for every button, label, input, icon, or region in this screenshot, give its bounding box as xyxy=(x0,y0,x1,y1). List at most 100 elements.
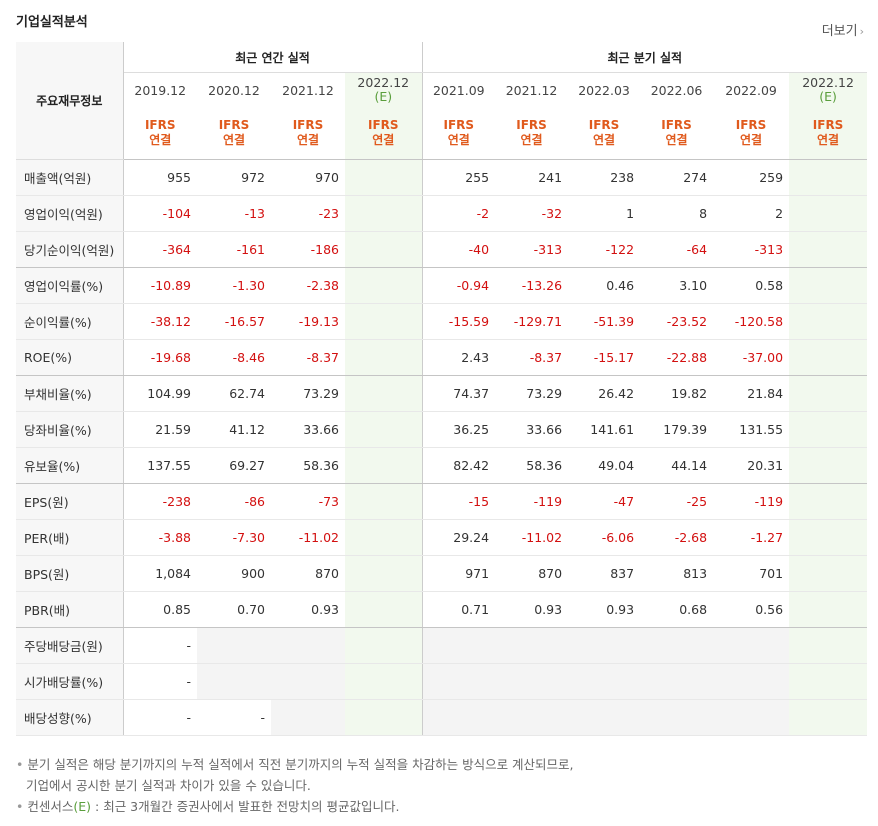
ifrs-label: IFRS xyxy=(516,118,547,132)
value-cell xyxy=(271,663,345,700)
value-cell: 0.93 xyxy=(271,591,345,628)
value-cell: 104.99 xyxy=(123,375,197,412)
value-cell: 0.56 xyxy=(713,591,790,628)
more-label: 더보기 xyxy=(821,24,858,39)
value-cell xyxy=(789,699,868,736)
value-cell xyxy=(422,663,496,700)
value-cell xyxy=(640,699,714,736)
value-cell: - xyxy=(123,699,197,736)
value-cell xyxy=(271,699,345,736)
ifrs-header: IFRS 연결 xyxy=(422,107,496,160)
value-cell: -15.17 xyxy=(568,339,641,376)
value-cell xyxy=(345,339,423,376)
value-cell xyxy=(789,159,868,196)
table-row: 당기순이익(억원) -364 -161 -186 -40 -313 -122 -64 -313 xyxy=(16,231,868,268)
value-cell: 970 xyxy=(271,159,345,196)
value-cell xyxy=(568,627,641,664)
value-cell: -1.27 xyxy=(713,519,790,556)
value-cell: -11.02 xyxy=(495,519,569,556)
value-cell: -2.38 xyxy=(271,267,345,304)
period-header: 2022.06 xyxy=(640,73,713,108)
value-cell: 0.70 xyxy=(197,591,271,628)
value-cell xyxy=(345,303,423,340)
group-header-row: 주요재무정보 최근 연간 실적 최근 분기 실적 xyxy=(16,42,868,160)
table-row: PER(배) -3.88 -7.30 -11.02 29.24 -11.02 -6.06 -2… xyxy=(16,519,868,556)
row-label: 순이익률(%) xyxy=(16,303,124,340)
table-row: 당좌비율(%) 21.59 41.12 33.66 36.25 33.66 141.61 17… xyxy=(16,411,868,448)
value-cell xyxy=(495,627,569,664)
table-row: ROE(%) -19.68 -8.46 -8.37 2.43 -8.37 -15.17 -22… xyxy=(16,339,868,376)
value-cell: 0.68 xyxy=(640,591,714,628)
value-cell: -364 xyxy=(123,231,197,268)
consolidated-label: 연결 xyxy=(520,133,543,147)
value-cell: 33.66 xyxy=(495,411,569,448)
period-header: 2022.12 (E) xyxy=(345,72,423,107)
ifrs-row: IFRS 연결 IFRS 연결 IFRS 연결 IFRS 연결 IFRS 연결 IFRS 연결 IFRS… xyxy=(16,107,868,160)
value-cell: 900 xyxy=(197,555,271,592)
more-link[interactable]: 더보기 › xyxy=(822,20,864,39)
row-label: 주당배당금(원) xyxy=(16,627,124,664)
value-cell: 74.37 xyxy=(422,375,496,412)
value-cell xyxy=(789,231,868,268)
value-cell: 2.43 xyxy=(422,339,496,376)
estimate-mark: (E) xyxy=(374,89,393,104)
consolidated-label: 연결 xyxy=(593,133,616,147)
financial-table: 주요재무정보 최근 연간 실적 최근 분기 실적 2019.12 2020.12 2… xyxy=(16,42,868,736)
value-cell: 49.04 xyxy=(568,447,641,484)
value-cell: -104 xyxy=(123,195,197,232)
value-cell: 29.24 xyxy=(422,519,496,556)
value-cell: -313 xyxy=(495,231,569,268)
value-cell: -161 xyxy=(197,231,271,268)
value-cell xyxy=(789,555,868,592)
value-cell: 141.61 xyxy=(568,411,641,448)
table-row: 주당배당금(원) - xyxy=(16,627,868,664)
table-row: 매출액(억원) 955 972 970 255 241 238 274 259 xyxy=(16,159,868,196)
table-row: 유보율(%) 137.55 69.27 58.36 82.42 58.36 49.04 44.… xyxy=(16,447,868,484)
chevron-right-icon: › xyxy=(859,25,864,38)
row-label: ROE(%) xyxy=(16,339,124,376)
row-label: 당기순이익(억원) xyxy=(16,231,124,268)
note-3: • 컨센서스(E) : 최근 3개월간 증권사에서 발표한 전망치의 평균값입니다… xyxy=(16,796,400,815)
value-cell xyxy=(197,627,271,664)
row-label: 시가배당률(%) xyxy=(16,663,124,700)
value-cell xyxy=(345,447,423,484)
value-cell: -19.68 xyxy=(123,339,197,376)
period-label: 2022.09 xyxy=(725,82,777,98)
value-cell: -38.12 xyxy=(123,303,197,340)
value-cell xyxy=(345,195,423,232)
value-cell: 255 xyxy=(422,159,496,196)
value-cell: 131.55 xyxy=(713,411,790,448)
period-header: 2022.09 xyxy=(713,73,789,108)
value-cell: 41.12 xyxy=(197,411,271,448)
consolidated-label: 연결 xyxy=(149,133,172,147)
period-header: 2019.12 xyxy=(123,73,197,108)
value-cell: -119 xyxy=(495,483,569,520)
value-cell xyxy=(713,663,790,700)
value-cell xyxy=(789,411,868,448)
value-cell: -47 xyxy=(568,483,641,520)
value-cell: -40 xyxy=(422,231,496,268)
value-cell xyxy=(345,411,423,448)
ifrs-header: IFRS 연결 xyxy=(640,107,714,160)
value-cell: -25 xyxy=(640,483,714,520)
value-cell: -186 xyxy=(271,231,345,268)
period-label: 2019.12 xyxy=(134,82,187,98)
row-label: PER(배) xyxy=(16,519,124,556)
value-cell xyxy=(789,195,868,232)
ifrs-label: IFRS xyxy=(368,118,399,132)
value-cell: 73.29 xyxy=(495,375,569,412)
row-label: 배당성향(%) xyxy=(16,699,124,736)
value-cell: 69.27 xyxy=(197,447,271,484)
value-cell: -238 xyxy=(123,483,197,520)
period-label: 2022.03 xyxy=(578,82,630,98)
value-cell: 870 xyxy=(495,555,569,592)
value-cell: -37.00 xyxy=(713,339,790,376)
note-line-3-mark: (E) xyxy=(73,799,92,814)
value-cell: -120.58 xyxy=(713,303,790,340)
consolidated-label: 연결 xyxy=(222,133,246,147)
value-cell: -11.02 xyxy=(271,519,345,556)
value-cell: -13 xyxy=(197,195,271,232)
value-cell xyxy=(640,663,714,700)
value-cell: -119 xyxy=(713,483,790,520)
value-cell: 701 xyxy=(713,555,790,592)
